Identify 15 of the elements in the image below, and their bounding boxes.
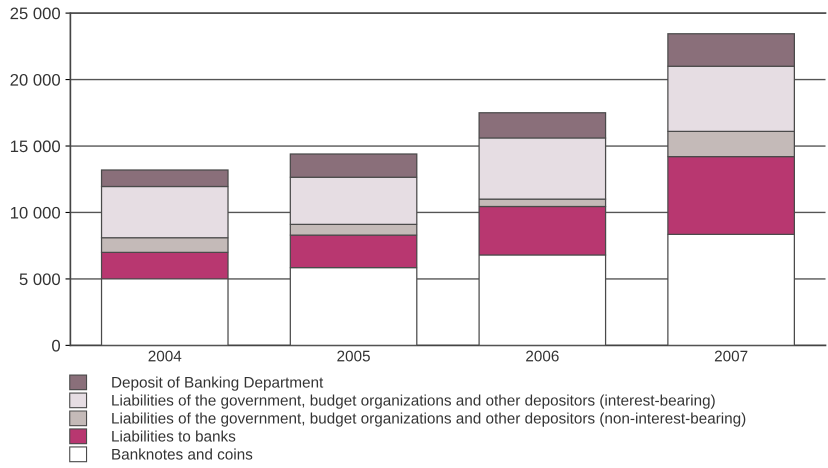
x-tick-label: 2005 [337, 350, 370, 362]
y-tick-label: 15 000 [10, 140, 60, 152]
x-tick-label: 2007 [714, 350, 748, 362]
legend-label: Deposit of Banking Department [112, 376, 324, 391]
legend-label: Liabilities of the government, budget organizations and other depositors (non-interest-bearing) [112, 412, 746, 427]
legend-label: Liabilities of the government, budget organizations and other depositors (interest-bearing) [112, 394, 715, 409]
x-tick-label: 2006 [526, 350, 559, 362]
y-tick-label: 20 000 [10, 74, 60, 86]
y-tick-label: 10 000 [10, 206, 60, 219]
x-tick-label: 2004 [148, 350, 182, 362]
legend-label: Banknotes and coins [112, 448, 252, 460]
legend-label: Liabilities to banks [112, 430, 236, 442]
y-tick-label: 5 000 [20, 273, 60, 286]
y-tick-label: 25 000 [10, 8, 60, 20]
y-tick-label: 0 [52, 340, 60, 352]
